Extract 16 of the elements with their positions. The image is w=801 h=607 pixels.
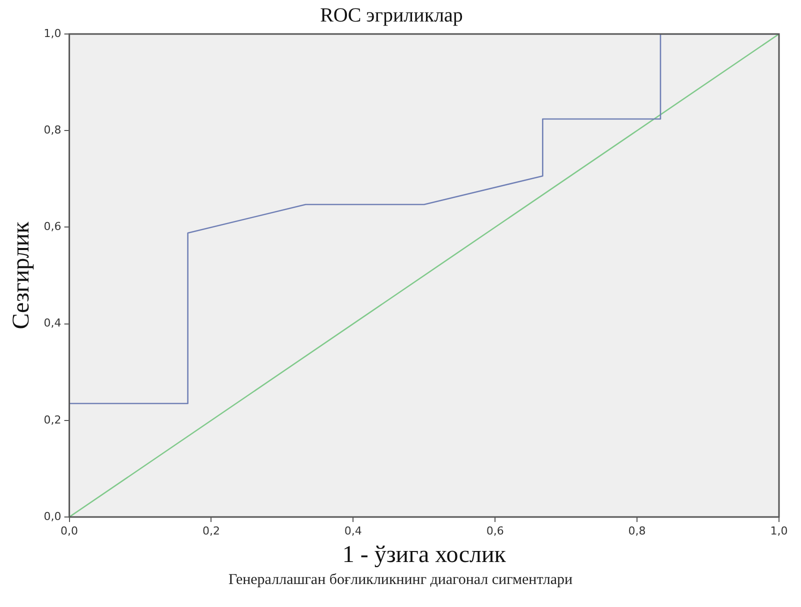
x-tick-label: 0,4	[344, 524, 362, 538]
text: Генераллашган боғликликнинг диагонал сигментлари	[227, 572, 574, 589]
y-axis-title: Сезгирлик	[8, 221, 35, 330]
y-tick-label: 0,8	[44, 123, 62, 136]
x-tick-label: 1,0	[770, 524, 788, 538]
y-tick-label: 0,4	[44, 316, 62, 330]
y-tick-label: 0,6	[44, 220, 62, 234]
x-tick-label: 0,6	[486, 524, 504, 538]
x-tick-label: 0,8	[628, 524, 646, 538]
y-tick-label: 0,2	[44, 413, 62, 426]
chart-title: ROC эгриликлар	[320, 4, 463, 26]
x-tick-label: 0,2	[202, 524, 220, 538]
y-tick-label: 0,0	[44, 510, 62, 523]
x-axis-title: 1 - ўзига хослик	[342, 542, 506, 568]
y-tick-label: 1,0	[44, 26, 62, 40]
x-tick-label: 0,0	[60, 524, 78, 538]
